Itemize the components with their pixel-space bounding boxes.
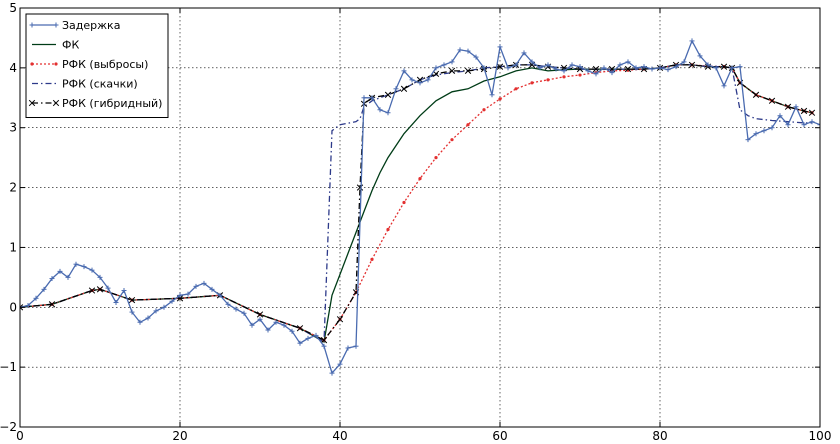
legend-item: Задержка — [29, 19, 120, 32]
y-tick-label: 0 — [9, 300, 17, 314]
legend: Задержка ФК РФК (выбросы) РФК (скачки) РФК (… — [25, 13, 169, 118]
data-point — [498, 97, 502, 101]
x-tick-label: 80 — [652, 429, 667, 443]
data-point — [578, 73, 582, 77]
series-0 — [20, 38, 820, 376]
data-point — [466, 123, 470, 127]
data-point — [96, 286, 104, 293]
legend-swatch-marker — [52, 99, 60, 107]
y-tick-label: −2 — [0, 420, 17, 434]
data-point — [20, 306, 24, 311]
legend-item: ФК — [32, 39, 79, 52]
data-point — [514, 87, 518, 91]
data-point — [336, 316, 344, 323]
data-point — [20, 304, 24, 308]
data-point — [560, 64, 568, 72]
data-point — [418, 176, 422, 181]
data-point — [128, 296, 136, 304]
legend-item: РФК (гибридный) — [28, 97, 162, 110]
data-point — [464, 67, 472, 75]
data-point — [784, 103, 792, 110]
data-point — [450, 138, 454, 142]
x-tick-label: 20 — [172, 429, 187, 443]
legend-box — [25, 13, 169, 118]
legend-swatch-marker — [54, 62, 58, 66]
legend-label: ФК — [62, 39, 79, 52]
y-tick-label: −1 — [0, 360, 17, 374]
y-tick-label: 5 — [9, 1, 17, 15]
legend-label: РФК (скачки) — [62, 78, 138, 91]
x-tick-label: 100 — [809, 429, 832, 443]
y-tick-label: 2 — [9, 181, 17, 195]
data-point — [400, 85, 408, 92]
data-point — [752, 91, 760, 98]
data-point — [384, 91, 392, 98]
data-point — [48, 301, 56, 308]
data-point — [720, 63, 728, 70]
legend-item: РФК (выбросы) — [30, 58, 148, 71]
y-tick-label: 4 — [9, 61, 17, 75]
data-point — [88, 287, 96, 294]
data-point — [296, 325, 304, 332]
data-point — [402, 200, 406, 205]
data-point — [496, 63, 504, 70]
data-point — [482, 108, 486, 112]
y-tick-label: 1 — [9, 240, 17, 254]
data-point — [356, 184, 364, 191]
data-point — [432, 70, 440, 77]
x-tick-label: 40 — [332, 429, 347, 443]
data-point — [800, 107, 808, 115]
data-point — [562, 75, 566, 79]
data-point — [624, 65, 632, 73]
legend-swatch-marker — [28, 99, 36, 107]
series-line — [20, 64, 813, 342]
data-point — [386, 227, 390, 232]
data-point — [768, 97, 776, 104]
data-point — [592, 65, 600, 73]
plot-series — [20, 38, 820, 376]
legend-label: РФК (выбросы) — [62, 58, 148, 71]
data-point — [808, 109, 816, 116]
data-point — [320, 337, 328, 344]
data-point — [176, 295, 184, 302]
y-tick-label: 3 — [9, 121, 17, 135]
legend-item: РФК (скачки) — [32, 78, 138, 91]
data-point — [448, 67, 456, 75]
legend-label: РФК (гибридный) — [62, 97, 162, 110]
data-point — [370, 257, 374, 261]
data-point — [546, 78, 550, 82]
x-tick-label: 0 — [16, 429, 24, 443]
data-point — [256, 311, 264, 318]
plot-frame — [19, 7, 821, 428]
data-point — [434, 156, 438, 160]
legend-swatch-marker — [30, 62, 34, 66]
legend-label: Задержка — [62, 19, 120, 32]
data-point — [530, 81, 534, 85]
data-point — [688, 61, 696, 69]
x-tick-label: 60 — [492, 429, 507, 443]
